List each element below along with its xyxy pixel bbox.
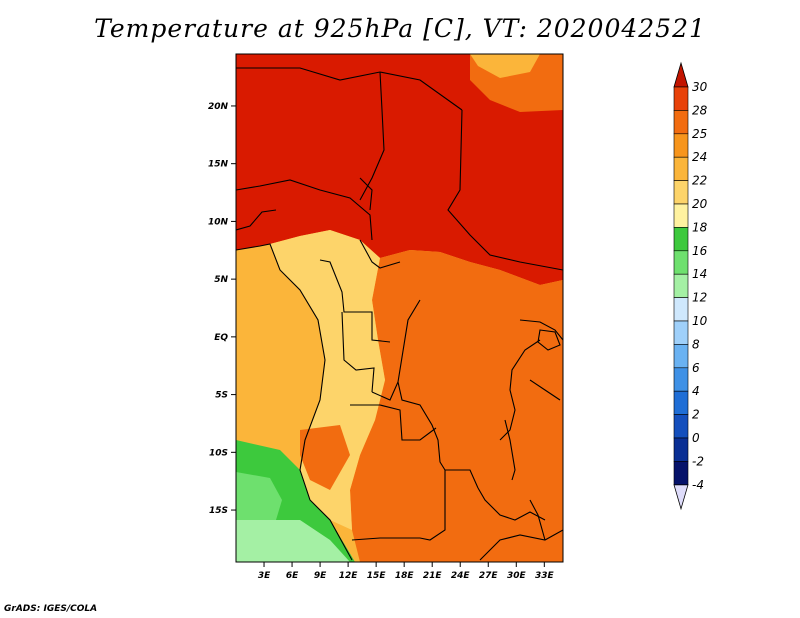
colorbar-label: 2: [692, 408, 700, 422]
lat-tick-label: 5N: [214, 275, 228, 285]
lake-tanganyika: [504, 419, 516, 481]
colorbar-label: 28: [692, 103, 708, 117]
chart-title: Temperature at 925hPa [C], VT: 202004252…: [94, 14, 706, 43]
colorbar-swatch: [673, 320, 689, 345]
lon-tick-label: 27E: [479, 571, 499, 581]
colorbar-label: -2: [692, 454, 704, 468]
colorbar-swatch: [673, 414, 689, 439]
lon-tick-label: 3E: [258, 571, 271, 581]
lon-tick-label: 15E: [367, 571, 387, 581]
colorbar-swatch: [673, 203, 689, 228]
colorbar-label: 14: [692, 267, 707, 281]
lat-tick-label: 15N: [208, 160, 229, 170]
lon-tick-label: 6E: [286, 571, 299, 581]
border-line: [359, 239, 401, 269]
region-ocean-cold: [236, 472, 282, 520]
border-line: [477, 487, 546, 521]
colorbar-label: 8: [692, 337, 700, 351]
colorbar-label: 4: [692, 384, 700, 398]
lat-tick-label: 15S: [209, 506, 228, 516]
border-line: [236, 243, 353, 561]
border-line: [397, 381, 479, 489]
map-frame: [235, 53, 564, 563]
border-line: [236, 209, 277, 231]
border-line: [359, 177, 373, 211]
colorbar-label: 20: [692, 197, 708, 211]
lon-tick-label: 21E: [423, 571, 443, 581]
border-line: [447, 109, 563, 271]
colorbar-swatch: [673, 133, 689, 158]
border-line: [479, 529, 563, 561]
lat-tick-label: 20N: [208, 102, 229, 112]
colorbar-swatch: [673, 250, 689, 275]
colorbar-label: 30: [692, 80, 708, 94]
lon-tick-label: 18E: [395, 571, 415, 581]
border-line: [341, 311, 375, 393]
colorbar-bottom-arrow: [673, 484, 689, 511]
colorbar-swatch: [673, 180, 689, 205]
region-egypt-cool: [470, 54, 540, 78]
temperature-field: [236, 54, 563, 562]
lon-tick-label: 33E: [535, 571, 555, 581]
colorbar-label: 22: [692, 174, 707, 188]
colorbar-label: 16: [692, 244, 708, 258]
colorbar-label: -4: [692, 478, 704, 492]
lat-tick-label: 10N: [208, 217, 229, 227]
colorbar-swatch: [673, 344, 689, 369]
colorbar-label: 24: [692, 150, 707, 164]
lat-tick-label: EQ: [214, 333, 228, 343]
colorbar-swatch: [673, 110, 689, 135]
colorbar-label: 10: [692, 314, 708, 328]
region-central-congo: [350, 250, 563, 562]
lat-tick-label: 5S: [215, 391, 228, 401]
lake-malawi: [529, 499, 546, 541]
colorbar-label: 18: [692, 220, 708, 234]
colorbar-label: 6: [692, 361, 700, 375]
lon-tick-label: 24E: [451, 571, 471, 581]
longitude-axis: 3E 6E 9E 12E 15E 18E 21E 24E 27E 30E 33E: [258, 562, 555, 581]
border-line: [499, 339, 541, 441]
region-ocean-cold-south: [236, 520, 350, 562]
colorbar-swatch: [673, 437, 689, 462]
region-angola-warm: [300, 425, 350, 490]
border-line: [350, 404, 437, 441]
lon-tick-label: 9E: [314, 571, 327, 581]
colorbar-label: 0: [692, 431, 700, 445]
lat-tick-label: 10S: [209, 448, 228, 458]
country-borders: [236, 67, 563, 561]
colorbar-label: 12: [692, 291, 707, 305]
latitude-axis: 20N 15N 10N 5N EQ 5S 10S 15S: [208, 102, 236, 516]
border-line: [351, 470, 446, 541]
region-coastal-gabon: [270, 230, 385, 530]
border-line: [519, 319, 563, 341]
region-north-hot: [236, 54, 563, 285]
lake-victoria: [537, 329, 561, 351]
border-line: [236, 179, 373, 241]
border-line: [529, 379, 561, 401]
colorbar-top-arrow: [673, 61, 689, 88]
colorbar-swatch: [673, 227, 689, 252]
colorbar-swatch: [673, 156, 689, 181]
border-line: [319, 259, 391, 343]
border-line: [236, 67, 463, 111]
lon-tick-label: 30E: [507, 571, 527, 581]
colorbar-swatch: [673, 390, 689, 415]
colorbar-swatch: [673, 297, 689, 322]
colorbar-swatch: [673, 461, 689, 486]
colorbar-swatch: [673, 86, 689, 111]
colorbar-label: 25: [692, 127, 707, 141]
colorbar-swatch: [673, 273, 689, 298]
footer-credit: GrADS: IGES/COLA: [4, 604, 98, 614]
colorbar-swatch: [673, 367, 689, 392]
lon-tick-label: 12E: [339, 571, 359, 581]
